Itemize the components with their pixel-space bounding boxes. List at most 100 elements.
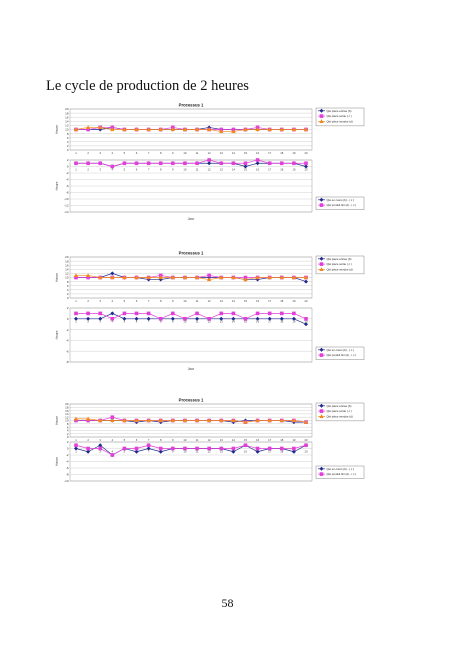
data-point xyxy=(279,446,284,451)
legend: Qté en cours (b) - ( c )Qté produit fini… xyxy=(315,465,365,479)
data-point xyxy=(122,418,127,423)
x-tick-label: 15 xyxy=(244,320,248,324)
data-point xyxy=(146,446,151,451)
y-tick-label: 18 xyxy=(65,259,69,263)
data-point xyxy=(243,317,248,321)
data-point xyxy=(74,311,78,316)
x-tick-label: 9 xyxy=(172,320,174,324)
data-point xyxy=(255,446,260,451)
legend-marker xyxy=(319,256,324,261)
y-tick-label: 0 xyxy=(67,317,69,321)
data-point xyxy=(267,275,272,280)
y-tick-label: 0 xyxy=(67,296,69,300)
x-tick-label: 7 xyxy=(148,299,150,303)
y-tick-label: 8 xyxy=(67,132,69,136)
data-point xyxy=(86,275,90,280)
data-point xyxy=(134,418,139,423)
data-point xyxy=(146,161,151,166)
x-tick-label: 14 xyxy=(232,320,236,324)
y-tick-label: 0 xyxy=(67,165,69,169)
y-tick-label: -8 xyxy=(66,473,69,477)
chart-title: Processus 1 xyxy=(179,398,204,403)
x-tick-label: 8 xyxy=(160,299,162,303)
data-point xyxy=(134,311,139,316)
data-point xyxy=(122,161,127,166)
x-tick-label: 16 xyxy=(256,299,260,303)
x-tick-label: 19 xyxy=(292,438,296,442)
y-tick-label: 4 xyxy=(67,140,69,144)
legend-label: Qté pièce sortie ( c ) xyxy=(327,262,352,266)
x-tick-label: 1 xyxy=(75,438,77,442)
series-line xyxy=(75,127,306,132)
data-point xyxy=(122,446,127,451)
x-tick-label: 9 xyxy=(172,449,174,453)
y-tick-label: -14 xyxy=(64,210,69,214)
data-point xyxy=(231,446,236,451)
x-tick-label: 5 xyxy=(124,167,126,171)
legend: Qté pièce entrée (b)Qté pièce sortie ( c… xyxy=(315,402,365,422)
data-point xyxy=(98,161,103,166)
data-point xyxy=(110,415,115,419)
series-line xyxy=(76,418,307,423)
x-tick-label: 11 xyxy=(196,320,199,324)
x-tick-label: 18 xyxy=(280,151,284,155)
data-point xyxy=(207,158,211,162)
data-point xyxy=(219,129,224,134)
data-point xyxy=(292,311,296,316)
x-tick-label: 10 xyxy=(183,320,187,324)
x-tick-label: 6 xyxy=(136,320,138,324)
x-tick-label: 13 xyxy=(220,449,224,453)
data-point xyxy=(98,316,103,321)
legend-label: Qté produit fini (d) - ( c ) xyxy=(327,203,357,207)
data-point xyxy=(158,161,163,166)
y-tick-label: 4 xyxy=(67,288,69,292)
x-tick-label: 11 xyxy=(196,449,199,453)
x-tick-label: 1 xyxy=(75,167,77,171)
data-point xyxy=(146,277,151,282)
y-axis-label: Heure xyxy=(55,457,59,466)
x-tick-label: 15 xyxy=(244,438,248,442)
legend-marker xyxy=(319,262,324,266)
plot-frame xyxy=(69,307,313,363)
data-point xyxy=(231,316,236,321)
y-tick-label: 2 xyxy=(67,440,69,444)
x-tick-label: 2 xyxy=(87,151,89,155)
x-tick-label: 12 xyxy=(208,299,212,303)
y-axis-label: Heure xyxy=(55,273,59,282)
data-point xyxy=(304,322,308,327)
data-point xyxy=(304,279,308,284)
legend-label: Qté produit fini (d) - ( c ) xyxy=(327,353,357,357)
x-tick-label: 14 xyxy=(232,167,236,171)
x-axis-label: Jour xyxy=(188,367,195,371)
legend-label: Qté pièce vendue (d) xyxy=(327,267,353,271)
x-tick-label: 15 xyxy=(244,299,248,303)
legend-label: Qté pièce vendue (d) xyxy=(327,414,353,418)
x-tick-label: 11 xyxy=(196,151,199,155)
y-tick-label: -10 xyxy=(64,197,69,201)
x-tick-label: 13 xyxy=(220,167,224,171)
x-tick-label: 11 xyxy=(196,167,199,171)
y-tick-label: 20 xyxy=(65,107,69,111)
y-tick-label: 8 xyxy=(67,280,69,284)
legend-marker xyxy=(319,108,324,113)
plot-frame xyxy=(69,108,313,151)
data-point xyxy=(183,317,187,321)
data-point xyxy=(171,311,175,316)
x-tick-label: 6 xyxy=(136,167,138,171)
data-point xyxy=(134,161,139,166)
data-point xyxy=(243,277,248,282)
x-tick-label: 16 xyxy=(256,167,260,171)
data-point xyxy=(231,311,236,316)
data-point xyxy=(206,277,212,282)
data-point xyxy=(291,449,296,454)
data-point xyxy=(110,275,115,280)
series-line xyxy=(76,313,307,325)
y-tick-label: 6 xyxy=(67,425,69,429)
x-tick-label: 3 xyxy=(99,449,101,453)
x-tick-label: 18 xyxy=(280,320,284,324)
data-point xyxy=(98,311,103,316)
x-tick-label: 3 xyxy=(99,167,101,171)
x-tick-label: 20 xyxy=(304,167,308,171)
x-tick-label: 8 xyxy=(160,151,162,155)
